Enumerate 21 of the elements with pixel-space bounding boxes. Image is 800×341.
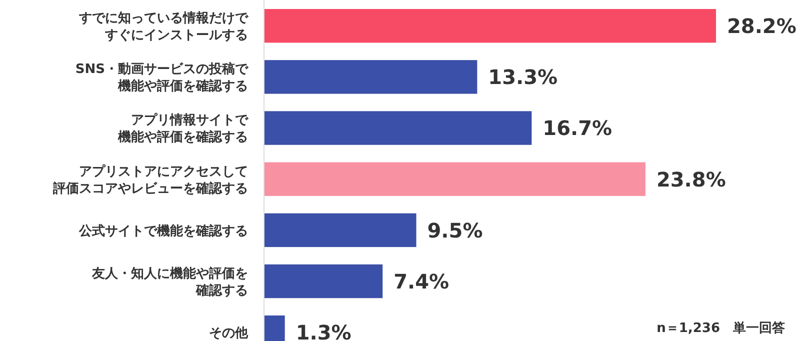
bar (264, 9, 716, 43)
bar (264, 111, 532, 145)
data-label: 23.8% (656, 167, 726, 192)
y-tick-label: 公式サイトで機能を確認する (78, 222, 248, 239)
data-label: 16.7% (542, 116, 612, 140)
bar (264, 60, 478, 94)
annotation: n＝1,236 単一回答 (656, 321, 785, 336)
y-tick-label: アプリストアにアクセスして評価スコアやレビューを確認する (52, 163, 248, 196)
y-tick-label: アプリ情報サイトで機能や評価を確認する (117, 112, 249, 146)
bar (264, 213, 416, 248)
data-label: 13.3% (488, 65, 558, 90)
data-label: 7.4% (394, 269, 450, 294)
y-tick-label: SNS・動画サービスの投稿で機能や評価を確認する (75, 61, 249, 94)
data-label: 28.2% (727, 14, 796, 38)
bar (264, 264, 383, 298)
data-label: 9.5% (427, 218, 483, 242)
data-label: 1.3% (296, 320, 352, 341)
bar (264, 162, 646, 196)
y-tick-label: すでに知っている情報だけですぐにインストールする (78, 11, 249, 44)
y-tick-label: その他 (209, 326, 249, 341)
y-tick-label: 友人・知人に機能や評価を確認する (91, 265, 248, 298)
